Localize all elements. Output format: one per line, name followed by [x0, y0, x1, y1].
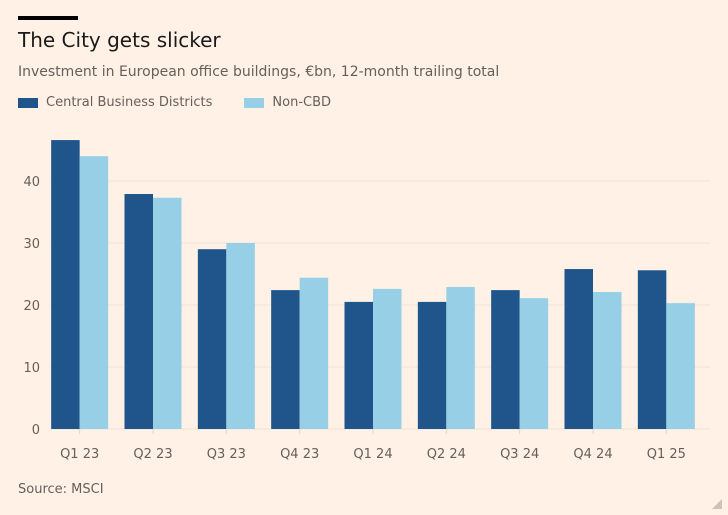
title-accent-bar	[18, 16, 78, 20]
x-tick-label: Q1 23	[60, 447, 99, 462]
bar-cbd-q3-23	[197, 249, 227, 429]
y-tick-label: 20	[23, 299, 40, 314]
y-tick-label: 40	[23, 175, 40, 190]
x-tick-label: Q2 24	[427, 447, 466, 462]
bar-non-cbd-q3-23	[226, 243, 255, 429]
x-tick-label: Q1 24	[353, 447, 392, 462]
legend-item-non-cbd: Non-CBD	[244, 95, 331, 110]
legend-swatch-cbd	[18, 97, 38, 108]
x-tick-label: Q2 23	[133, 447, 172, 462]
bar-cbd-q1-24	[344, 301, 373, 429]
bar-cbd-q2-23	[124, 194, 153, 429]
bar-non-cbd-q2-23	[153, 197, 182, 429]
y-tick-label: 30	[23, 237, 40, 252]
bar-non-cbd-q3-24	[519, 298, 549, 429]
chart-title: The City gets slicker	[18, 28, 221, 52]
legend-label-cbd: Central Business Districts	[46, 95, 213, 110]
bar-cbd-q4-24	[564, 269, 593, 429]
y-tick-label: 0	[32, 423, 40, 438]
x-tick-label: Q4 23	[280, 447, 319, 462]
bar-non-cbd-q1-23	[79, 156, 109, 429]
x-tick-label: Q3 24	[500, 447, 539, 462]
bar-cbd-q1-23	[51, 140, 80, 429]
x-tick-label: Q4 24	[573, 447, 612, 462]
legend-item-cbd: Central Business Districts	[18, 95, 212, 110]
x-tick-label: Q3 23	[207, 447, 246, 462]
bar-non-cbd-q2-24	[446, 287, 475, 429]
legend-swatch-non-cbd	[244, 97, 265, 108]
bar-cbd-q3-24	[491, 290, 520, 429]
bar-cbd-q4-23	[271, 290, 300, 429]
bar-non-cbd-q4-24	[593, 291, 622, 429]
bar-cbd-q2-24	[417, 301, 447, 429]
y-tick-label: 10	[23, 361, 40, 376]
bar-non-cbd-q1-24	[373, 288, 402, 429]
bar-cbd-q1-25	[637, 270, 667, 429]
bar-non-cbd-q1-25	[666, 303, 695, 429]
resize-handle-icon	[712, 499, 722, 509]
bar-non-cbd-q4-23	[299, 277, 329, 429]
source-note: Source: MSCI	[18, 482, 104, 497]
legend-label-non-cbd: Non-CBD	[272, 95, 332, 110]
legend: Central Business Districts Non-CBD	[18, 95, 363, 110]
chart-subtitle: Investment in European office buildings,…	[18, 64, 500, 80]
x-tick-label: Q1 25	[647, 447, 686, 462]
